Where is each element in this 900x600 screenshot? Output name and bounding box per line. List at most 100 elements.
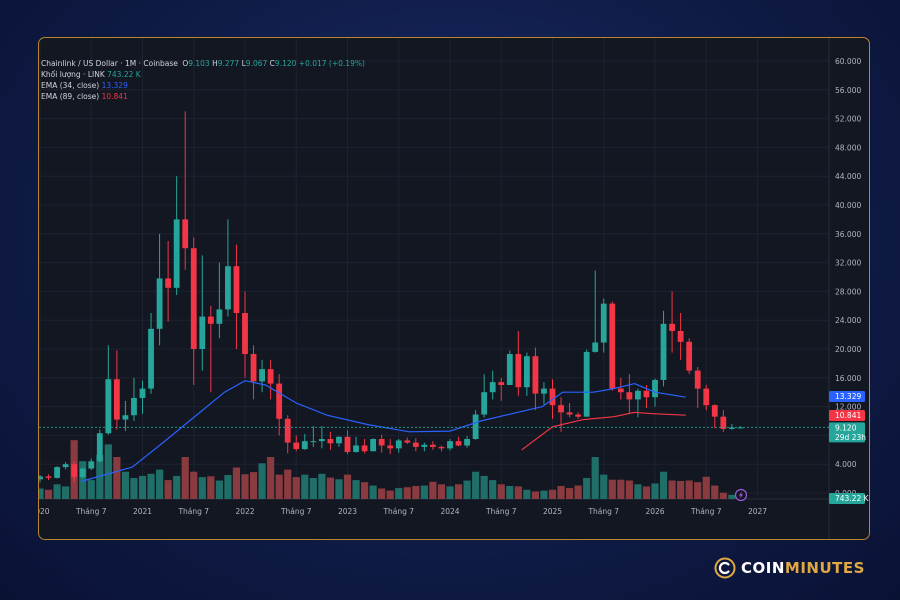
- candle-body[interactable]: [139, 388, 146, 398]
- candle-body[interactable]: [199, 316, 206, 349]
- candle-body[interactable]: [259, 369, 265, 382]
- candle-body[interactable]: [378, 439, 385, 446]
- candle-body[interactable]: [165, 278, 172, 288]
- candle-body[interactable]: [276, 383, 283, 419]
- candle-body[interactable]: [156, 278, 163, 329]
- candle-body[interactable]: [131, 397, 137, 416]
- candle-body[interactable]: [39, 476, 43, 480]
- candle-body[interactable]: [344, 436, 351, 452]
- candle-body[interactable]: [113, 379, 120, 420]
- candle-body[interactable]: [455, 441, 462, 446]
- candle-body[interactable]: [600, 303, 607, 343]
- candle-body[interactable]: [173, 219, 180, 288]
- candle-body[interactable]: [617, 388, 624, 393]
- candle-body[interactable]: [489, 382, 496, 393]
- candle-body[interactable]: [88, 461, 95, 469]
- candle-body[interactable]: [421, 444, 428, 447]
- time-axis: Tháng 7 2020 Tháng 7 2021 Tháng 7 2022 Tháng 7…: [39, 507, 767, 516]
- candle-body[interactable]: [412, 442, 419, 447]
- candle-body[interactable]: [498, 382, 505, 385]
- candle-body[interactable]: [54, 467, 60, 478]
- candle-body[interactable]: [541, 388, 547, 394]
- candle-body[interactable]: [703, 388, 710, 406]
- candlestick-chart[interactable]: 60.000 56.000 52.000 48.000 44.000 40.000 36.0…: [39, 38, 869, 539]
- volume-bar: [207, 476, 215, 499]
- candle-body[interactable]: [506, 354, 513, 385]
- candle-body[interactable]: [182, 219, 189, 249]
- ema89-badge: 10.841: [835, 411, 861, 420]
- candle-body[interactable]: [293, 442, 300, 450]
- candle-body[interactable]: [225, 266, 231, 310]
- x-tick-label: Tháng 7: [587, 507, 619, 516]
- candle-body[interactable]: [464, 439, 470, 446]
- candle-body[interactable]: [583, 351, 590, 417]
- candle-body[interactable]: [652, 379, 658, 398]
- candle-body[interactable]: [148, 328, 154, 389]
- candle-body[interactable]: [370, 439, 377, 452]
- volume-bar: [702, 476, 710, 499]
- candle-body[interactable]: [353, 445, 359, 452]
- candle-body[interactable]: [592, 342, 599, 352]
- legend-ema89-row[interactable]: EMA (89, close) 10.841: [41, 91, 365, 102]
- candle-body[interactable]: [737, 427, 744, 429]
- candle-body[interactable]: [242, 313, 248, 355]
- candle-body[interactable]: [404, 440, 411, 443]
- candle-body[interactable]: [481, 392, 488, 415]
- candle-body[interactable]: [728, 427, 735, 429]
- legend-ema34-row[interactable]: EMA (34, close) 13.329: [41, 80, 365, 91]
- candle-body[interactable]: [318, 439, 325, 442]
- candle-body[interactable]: [609, 303, 616, 389]
- candle-body[interactable]: [361, 445, 368, 452]
- candle-body[interactable]: [430, 444, 436, 447]
- ohlc-open: 9.103: [188, 59, 210, 68]
- candle-body[interactable]: [71, 464, 78, 478]
- candle-body[interactable]: [216, 309, 223, 324]
- candle-body[interactable]: [660, 323, 667, 380]
- candle-body[interactable]: [711, 405, 718, 417]
- volume-bar: [634, 484, 642, 499]
- candle-body[interactable]: [310, 441, 317, 443]
- candle-body[interactable]: [626, 392, 633, 400]
- candle-body[interactable]: [284, 418, 291, 443]
- candle-body[interactable]: [532, 356, 539, 394]
- candle-body[interactable]: [190, 248, 197, 349]
- candle-body[interactable]: [395, 440, 402, 449]
- candle-body[interactable]: [301, 441, 308, 450]
- candle-body[interactable]: [643, 390, 650, 398]
- candle-body[interactable]: [686, 341, 693, 371]
- candle-body[interactable]: [267, 369, 274, 384]
- candle-body[interactable]: [207, 316, 214, 324]
- candle-body[interactable]: [79, 468, 86, 478]
- candle-body[interactable]: [327, 439, 334, 444]
- lightning-icon[interactable]: [734, 488, 748, 502]
- y-tick-label: 4.000: [835, 460, 857, 469]
- candle-body[interactable]: [45, 476, 52, 478]
- candle-body[interactable]: [438, 446, 445, 449]
- candle-body[interactable]: [549, 388, 556, 406]
- candle-body[interactable]: [122, 415, 129, 420]
- candle-body[interactable]: [720, 416, 727, 429]
- legend-volume-row[interactable]: Khối lượng · LINK 743.22 K: [41, 69, 365, 80]
- candle-body[interactable]: [336, 436, 342, 444]
- candle-body[interactable]: [515, 354, 522, 388]
- candle-body[interactable]: [566, 412, 573, 415]
- candle-body[interactable]: [447, 441, 453, 449]
- candle-body[interactable]: [387, 445, 394, 449]
- candle-body[interactable]: [575, 414, 582, 417]
- candle-body[interactable]: [694, 370, 701, 389]
- candle-body[interactable]: [669, 323, 675, 331]
- candle-body[interactable]: [62, 464, 69, 468]
- candle-body[interactable]: [558, 405, 564, 413]
- chart-panel[interactable]: 60.000 56.000 52.000 48.000 44.000 40.000 36.0…: [38, 37, 870, 540]
- candle-body[interactable]: [96, 433, 103, 462]
- symbol-title[interactable]: Chainlink / US Dollar · 1M · Coinbase: [41, 59, 178, 68]
- candle-body[interactable]: [523, 356, 530, 388]
- candle-body[interactable]: [635, 390, 641, 400]
- candle-body[interactable]: [472, 414, 479, 439]
- x-tick-label: 2024: [440, 507, 459, 516]
- candle-body[interactable]: [677, 331, 684, 342]
- candle-body[interactable]: [233, 266, 240, 313]
- y-tick-label: 32.000: [835, 259, 861, 268]
- candle-body[interactable]: [105, 379, 112, 434]
- candle-body[interactable]: [250, 354, 257, 382]
